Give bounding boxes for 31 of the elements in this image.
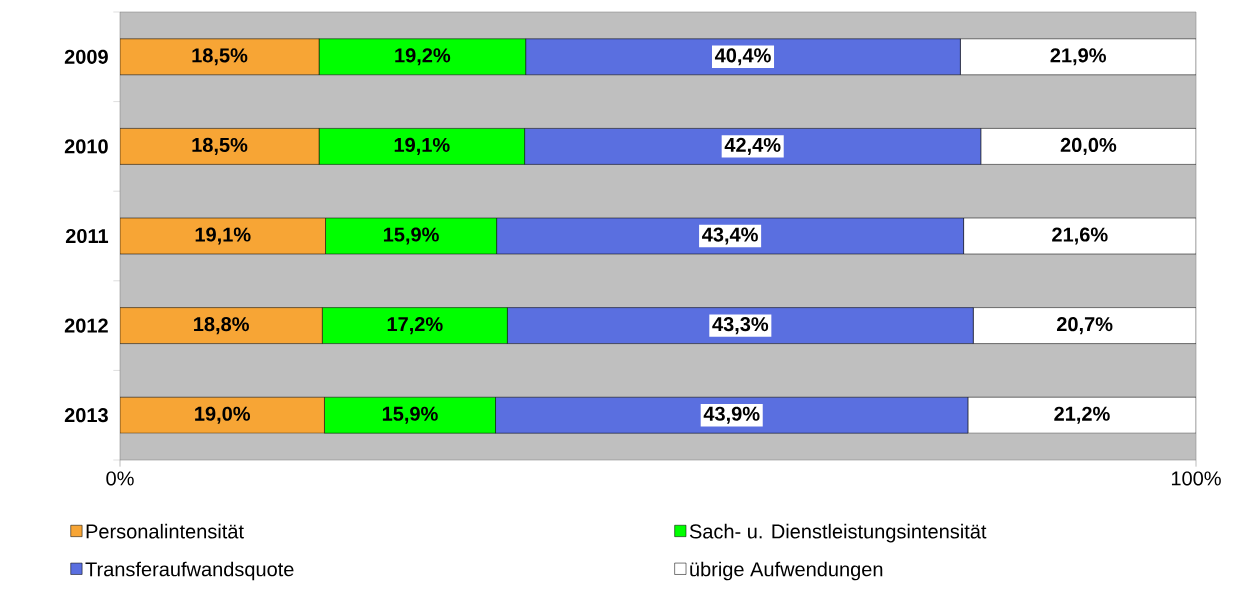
data-label: 15,9% bbox=[382, 406, 438, 424]
data-label: 20,0% bbox=[1060, 137, 1117, 155]
legend-label: übrige Aufwendungen bbox=[690, 561, 883, 581]
y-tick-label: 2012 bbox=[64, 318, 108, 333]
data-label: 43,9% bbox=[703, 406, 760, 424]
y-tick-label: 2013 bbox=[64, 408, 108, 423]
legend-label: Sach- u. Dienstleistungsintensität bbox=[689, 523, 987, 543]
x-tick-label: 100% bbox=[1171, 471, 1221, 486]
data-label: 19,2% bbox=[395, 48, 451, 66]
data-label: 19,1% bbox=[394, 137, 450, 155]
data-label: 40,4% bbox=[714, 48, 771, 66]
data-label: 18,5% bbox=[192, 137, 248, 155]
data-label: 20,7% bbox=[1056, 317, 1113, 335]
data-label: 19,0% bbox=[195, 406, 251, 424]
data-label: 17,2% bbox=[387, 317, 443, 335]
legend-label: Personalintensität bbox=[86, 523, 244, 539]
data-label: 21,9% bbox=[1050, 48, 1106, 66]
data-label: 21,6% bbox=[1052, 227, 1108, 245]
legend-label: Transferaufwandsquote bbox=[85, 561, 294, 581]
data-label: 18,5% bbox=[192, 48, 248, 66]
data-label: 43,4% bbox=[702, 227, 758, 245]
data-label: 15,9% bbox=[383, 227, 439, 245]
data-label: 19,1% bbox=[195, 227, 251, 245]
y-tick-label: 2010 bbox=[64, 139, 108, 154]
y-tick-label: 2009 bbox=[64, 49, 108, 64]
data-label: 21,2% bbox=[1054, 406, 1110, 424]
data-label: 18,8% bbox=[194, 317, 249, 335]
data-label: 43,3% bbox=[712, 317, 769, 335]
data-label: 42,4% bbox=[724, 137, 781, 155]
x-tick-label: 0% bbox=[106, 471, 134, 486]
y-tick-label: 2011 bbox=[65, 228, 109, 244]
